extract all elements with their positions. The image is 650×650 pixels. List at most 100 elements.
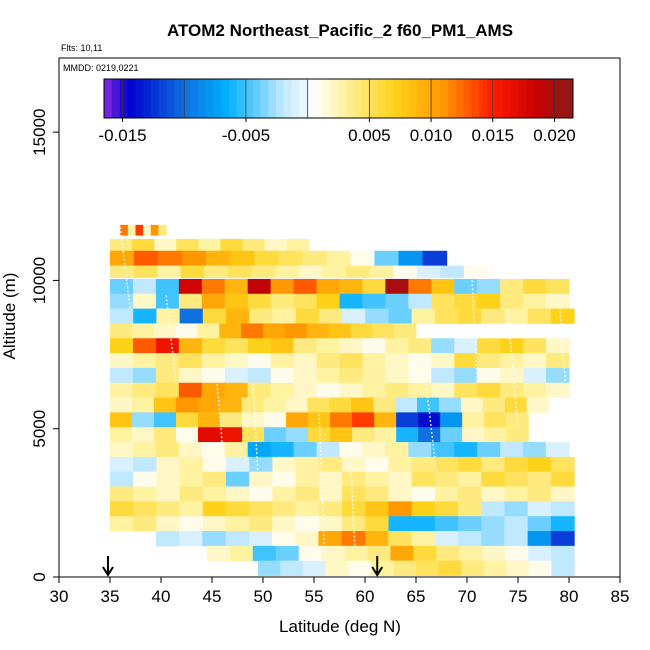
heatmap-cell: [220, 238, 244, 252]
heatmap-cell: [249, 486, 274, 502]
heatmap-cell: [416, 265, 441, 278]
heatmap-cell: [434, 531, 459, 547]
heatmap-cell: [201, 278, 226, 295]
heatmap-cell: [132, 278, 157, 295]
heatmap-cell: [132, 338, 157, 354]
heatmap-cell: [369, 265, 394, 278]
heatmap-cell: [523, 442, 547, 458]
colorbar-tick-label: -0.015: [98, 126, 146, 145]
heatmap-cell: [527, 308, 552, 324]
heatmap-cell: [110, 516, 134, 532]
heatmap-cell: [463, 265, 488, 278]
colorbar-cell: [158, 79, 168, 118]
heatmap-cell: [110, 382, 134, 398]
heatmap-cell: [546, 442, 570, 458]
heatmap-cell: [254, 250, 279, 266]
heatmap-cell: [527, 486, 552, 502]
heatmap-cell: [110, 427, 133, 443]
heatmap-cell: [431, 293, 455, 310]
heatmap-cell: [339, 353, 364, 369]
heatmap-cell: [500, 338, 524, 354]
heatmap-cell: [385, 278, 409, 295]
heatmap-cell: [344, 545, 369, 562]
x-tick-label: 40: [152, 587, 171, 606]
heatmap-cell: [500, 382, 524, 398]
heatmap-cell: [270, 367, 295, 384]
flight-track-line: [252, 384, 259, 474]
heatmap-cell: [270, 338, 295, 354]
heatmap-cell: [110, 367, 134, 384]
heatmap-cell: [352, 412, 375, 428]
heatmap-cell: [293, 353, 318, 369]
heatmap-cell: [458, 486, 482, 502]
heatmap-cell: [385, 353, 409, 369]
heatmap-cell: [481, 486, 506, 502]
heatmap-cell: [110, 265, 135, 278]
heatmap-cell: [506, 560, 530, 576]
heatmap-cell: [546, 353, 570, 369]
heatmap-cell: [155, 382, 180, 398]
heatmap-cell: [197, 323, 220, 339]
x-tick-label: 50: [254, 587, 273, 606]
heatmap-cell: [227, 265, 253, 278]
heatmap-cell: [156, 516, 181, 532]
heatmap-cell: [155, 278, 180, 295]
flight-tracks: [119, 226, 570, 548]
heatmap-cell: [454, 442, 478, 458]
flights-label: Flts: 10,11: [61, 43, 102, 53]
heatmap-cell: [546, 338, 570, 354]
heatmap-cell: [249, 501, 274, 517]
heatmap-cell: [374, 427, 397, 443]
heatmap-cell: [411, 516, 436, 532]
heatmap-cell: [365, 486, 390, 502]
heatmap-cell: [226, 501, 250, 517]
heatmap-cell: [198, 238, 222, 252]
heatmap-cell: [506, 427, 529, 443]
heatmap-cell: [418, 427, 441, 443]
heatmap-cell: [434, 456, 459, 473]
heatmap-cell: [322, 265, 347, 278]
heatmap-cell: [110, 250, 135, 266]
colorbar-frame: [103, 78, 574, 119]
heatmap-cell: [458, 501, 482, 517]
colorbar-cell: [150, 79, 160, 118]
heatmap-cell: [504, 308, 529, 324]
heatmap-cell: [179, 456, 204, 473]
heatmap-cell: [135, 224, 144, 236]
heatmap-cell: [454, 293, 478, 310]
heatmap-cell: [178, 442, 203, 458]
heatmap-cell: [527, 531, 552, 547]
heatmap-cell: [550, 516, 575, 532]
x-tick-label: 85: [611, 587, 630, 606]
heatmap-cell: [202, 531, 227, 547]
heatmap-cell: [156, 501, 181, 517]
flight-track-line: [216, 384, 223, 444]
heatmap-cell: [504, 456, 529, 473]
heatmap-cell: [388, 471, 413, 487]
heatmap-cell: [132, 442, 157, 458]
heatmap-cell: [462, 427, 485, 443]
heatmap-cell: [454, 382, 478, 398]
heatmap-cell: [178, 293, 203, 310]
colorbar-cell: [166, 79, 175, 118]
heatmap-cell: [132, 238, 155, 252]
heatmap-cell: [504, 516, 529, 532]
heatmap-cell: [505, 545, 529, 562]
heatmap-cell: [362, 278, 386, 295]
heatmap-cell: [408, 367, 432, 384]
heatmap-cell: [500, 278, 524, 295]
heatmap-cell: [365, 471, 390, 487]
heatmap-cell: [110, 238, 133, 252]
heatmap-cell: [408, 353, 432, 369]
heatmap-cell: [484, 412, 507, 428]
heatmap-cell: [550, 308, 575, 324]
heatmap-cell: [154, 427, 177, 443]
heatmap-cell: [318, 456, 343, 473]
heatmap-cell: [132, 382, 157, 398]
heatmap-cell: [158, 250, 183, 266]
heatmap-cell: [127, 224, 137, 236]
heatmap-cell: [275, 545, 300, 562]
x-axis: 30 35 40 45 50 55 60 65 70 75 80 85: [50, 576, 630, 606]
heatmap-cell: [388, 516, 413, 532]
heatmap-cell: [395, 397, 418, 413]
